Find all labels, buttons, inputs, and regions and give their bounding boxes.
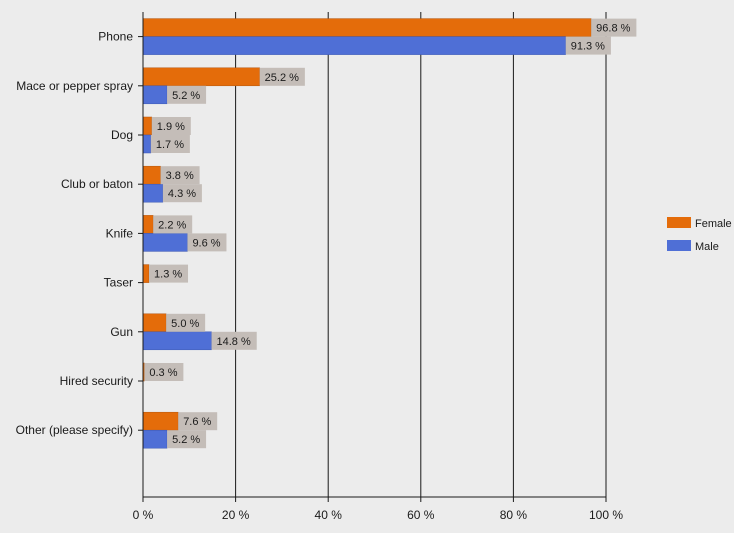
- legend-label: Male: [695, 241, 719, 253]
- data-label-box: [187, 233, 227, 252]
- x-tick-label: 20 %: [222, 508, 250, 522]
- data-label-box: [167, 85, 207, 104]
- data-label-box: [178, 412, 218, 431]
- data-label: 14.8 %: [217, 336, 251, 348]
- female-bar: [142, 215, 154, 234]
- category-label: Club or baton: [61, 177, 133, 191]
- data-label-box: [591, 18, 637, 37]
- data-label: 4.3 %: [168, 188, 196, 200]
- category-label: Other (please specify): [16, 423, 133, 437]
- legend-swatch: [667, 240, 691, 251]
- data-label: 5.2 %: [172, 90, 200, 102]
- female-bar: [142, 264, 150, 283]
- data-label-box: [166, 313, 206, 332]
- data-label-box: [162, 184, 202, 203]
- x-tick-label: 0 %: [133, 508, 154, 522]
- data-label: 5.2 %: [172, 434, 200, 446]
- male-bar: [142, 331, 212, 351]
- data-label: 3.8 %: [166, 170, 194, 182]
- category-label: Knife: [106, 226, 134, 240]
- axes: [138, 12, 607, 502]
- legend-swatch: [667, 217, 691, 228]
- data-label-box: [149, 264, 189, 283]
- legend-label: Female: [695, 218, 732, 230]
- male-bar: [142, 36, 566, 55]
- female-bar: [142, 18, 592, 37]
- category-label: Hired security: [60, 374, 133, 388]
- tick-labels: 0 % 20 % 40 % 60 % 80 % 100 %: [133, 508, 624, 522]
- legend: Female Male: [667, 217, 732, 253]
- male-bar: [142, 233, 188, 252]
- data-label-box: [160, 166, 200, 185]
- data-label: 91.3 %: [571, 41, 605, 53]
- male-bar: [142, 85, 168, 105]
- category-label: Gun: [110, 325, 133, 339]
- female-bar: [142, 116, 153, 136]
- data-label-box: [151, 117, 191, 135]
- male-bar: [142, 429, 168, 449]
- bars: [142, 18, 592, 449]
- male-bar: [142, 183, 164, 203]
- data-label: 25.2 %: [265, 72, 299, 84]
- data-label: 9.6 %: [192, 237, 220, 249]
- data-labels: 96.8 % 91.3 % 25.2 % 5.2 % 1.9 % 1.7 % 3.8 % 4.…: [144, 18, 637, 449]
- category-label: Dog: [111, 128, 133, 142]
- female-bar: [142, 411, 179, 431]
- x-tick-label: 80 %: [500, 508, 528, 522]
- category-label: Mace or pepper spray: [16, 79, 133, 93]
- data-label: 1.3 %: [154, 269, 182, 281]
- female-bar: [142, 165, 161, 185]
- data-label-box: [150, 135, 190, 153]
- x-tick-label: 40 %: [315, 508, 343, 522]
- gridlines: [235, 12, 607, 497]
- data-label-box: [565, 36, 611, 55]
- data-label-box: [211, 331, 257, 350]
- data-label-box: [259, 67, 305, 86]
- data-label: 5.0 %: [171, 318, 199, 330]
- data-label: 2.2 %: [158, 219, 186, 231]
- category-label: Taser: [104, 276, 133, 290]
- data-label: 7.6 %: [183, 416, 211, 428]
- data-label: 1.7 %: [156, 139, 184, 151]
- data-label: 96.8 %: [596, 23, 630, 35]
- data-label: 1.9 %: [157, 121, 185, 133]
- data-label-box: [144, 363, 184, 381]
- x-tick-label: 100 %: [589, 508, 623, 522]
- category-labels: Phone Mace or pepper spray Dog Club or bato…: [16, 30, 134, 438]
- x-tick-label: 60 %: [407, 508, 435, 522]
- category-label: Phone: [98, 30, 133, 44]
- data-label-box: [167, 430, 207, 449]
- data-label-box: [153, 215, 193, 234]
- female-bar: [142, 67, 260, 87]
- male-bar: [142, 134, 152, 154]
- data-label: 0.3 %: [149, 367, 177, 379]
- female-bar: [142, 313, 167, 333]
